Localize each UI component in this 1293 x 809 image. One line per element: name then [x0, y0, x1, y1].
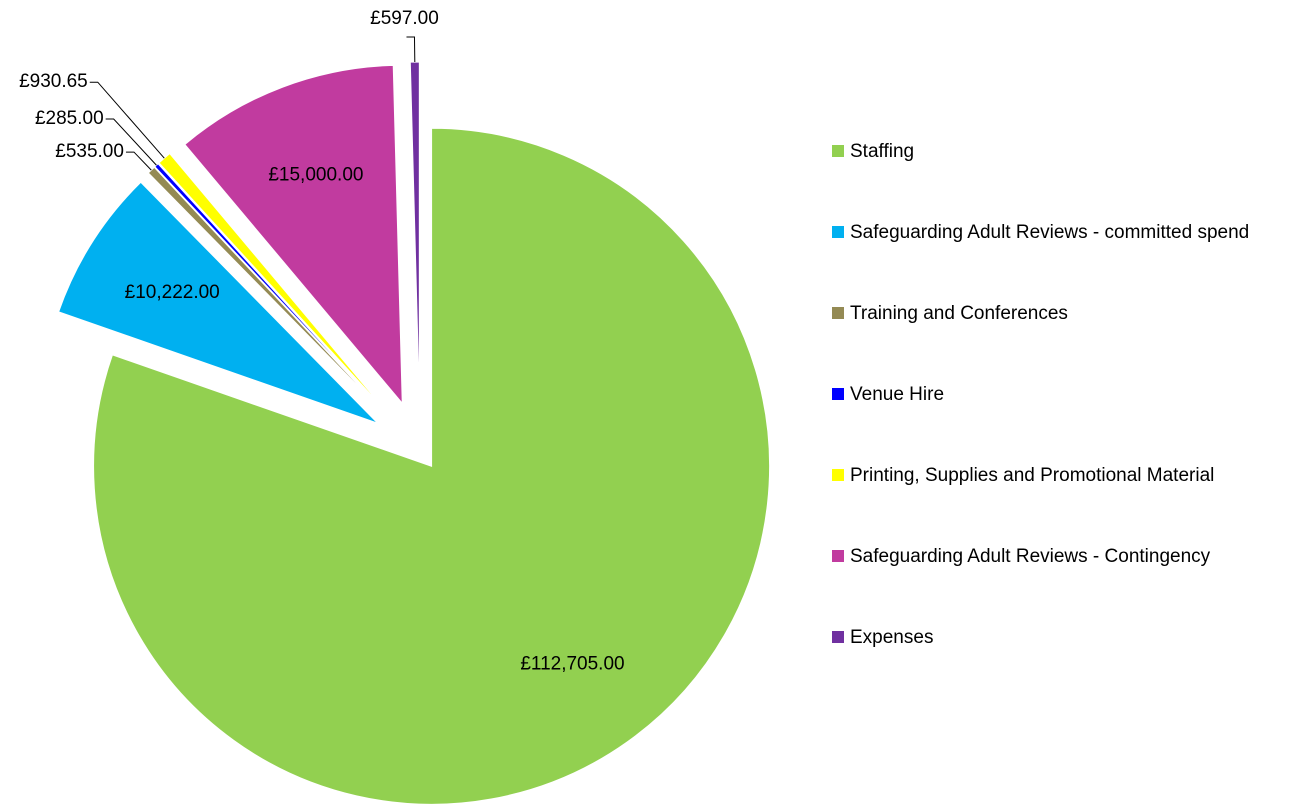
pie-slice [93, 127, 771, 805]
pie-slice [409, 61, 420, 401]
legend-item: Staffing [832, 140, 1272, 221]
leader-line [125, 151, 152, 171]
legend-label: Safeguarding Adult Reviews - committed s… [850, 222, 1250, 243]
legend-label: Expenses [850, 627, 934, 648]
data-label: £285.00 [35, 108, 104, 129]
leader-line [406, 36, 416, 63]
data-label: £15,000.00 [268, 165, 363, 186]
data-label: £10,222.00 [125, 282, 220, 303]
leader-line [105, 118, 157, 166]
legend-item: Expenses [832, 626, 1272, 707]
legend-item: Safeguarding Adult Reviews - committed s… [832, 221, 1272, 302]
legend-label: Training and Conferences [850, 303, 1068, 324]
pie-area: £112,705.00 £10,222.00 £535.00 £285.00 £930.… [19, 8, 771, 805]
legend: Staffing Safeguarding Adult Reviews - com… [832, 140, 1272, 707]
legend-swatch [832, 550, 844, 562]
data-label: £112,705.00 [520, 654, 624, 675]
legend-label: Safeguarding Adult Reviews - Contingency [850, 546, 1211, 567]
legend-swatch [832, 307, 844, 319]
legend-swatch [832, 145, 844, 157]
data-label: £597.00 [370, 8, 439, 29]
data-label: £535.00 [55, 141, 124, 162]
pie-slice [147, 166, 386, 415]
legend-swatch [832, 388, 844, 400]
data-label: £930.65 [19, 71, 88, 92]
legend-swatch [832, 469, 844, 481]
legend-swatch [832, 631, 844, 643]
legend-label: Printing, Supplies and Promotional Mater… [850, 465, 1215, 486]
legend-item: Venue Hire [832, 383, 1272, 464]
legend-label: Venue Hire [850, 384, 945, 405]
legend-item: Printing, Supplies and Promotional Mater… [832, 464, 1272, 545]
leader-line [89, 81, 165, 159]
legend-label: Staffing [850, 141, 915, 162]
legend-swatch [832, 226, 844, 238]
pie-slice [154, 163, 387, 414]
legend-item: Safeguarding Adult Reviews - Contingency [832, 545, 1272, 626]
pie-slice [184, 64, 403, 405]
pie-slice [58, 181, 379, 424]
legend-item: Training and Conferences [832, 302, 1272, 383]
